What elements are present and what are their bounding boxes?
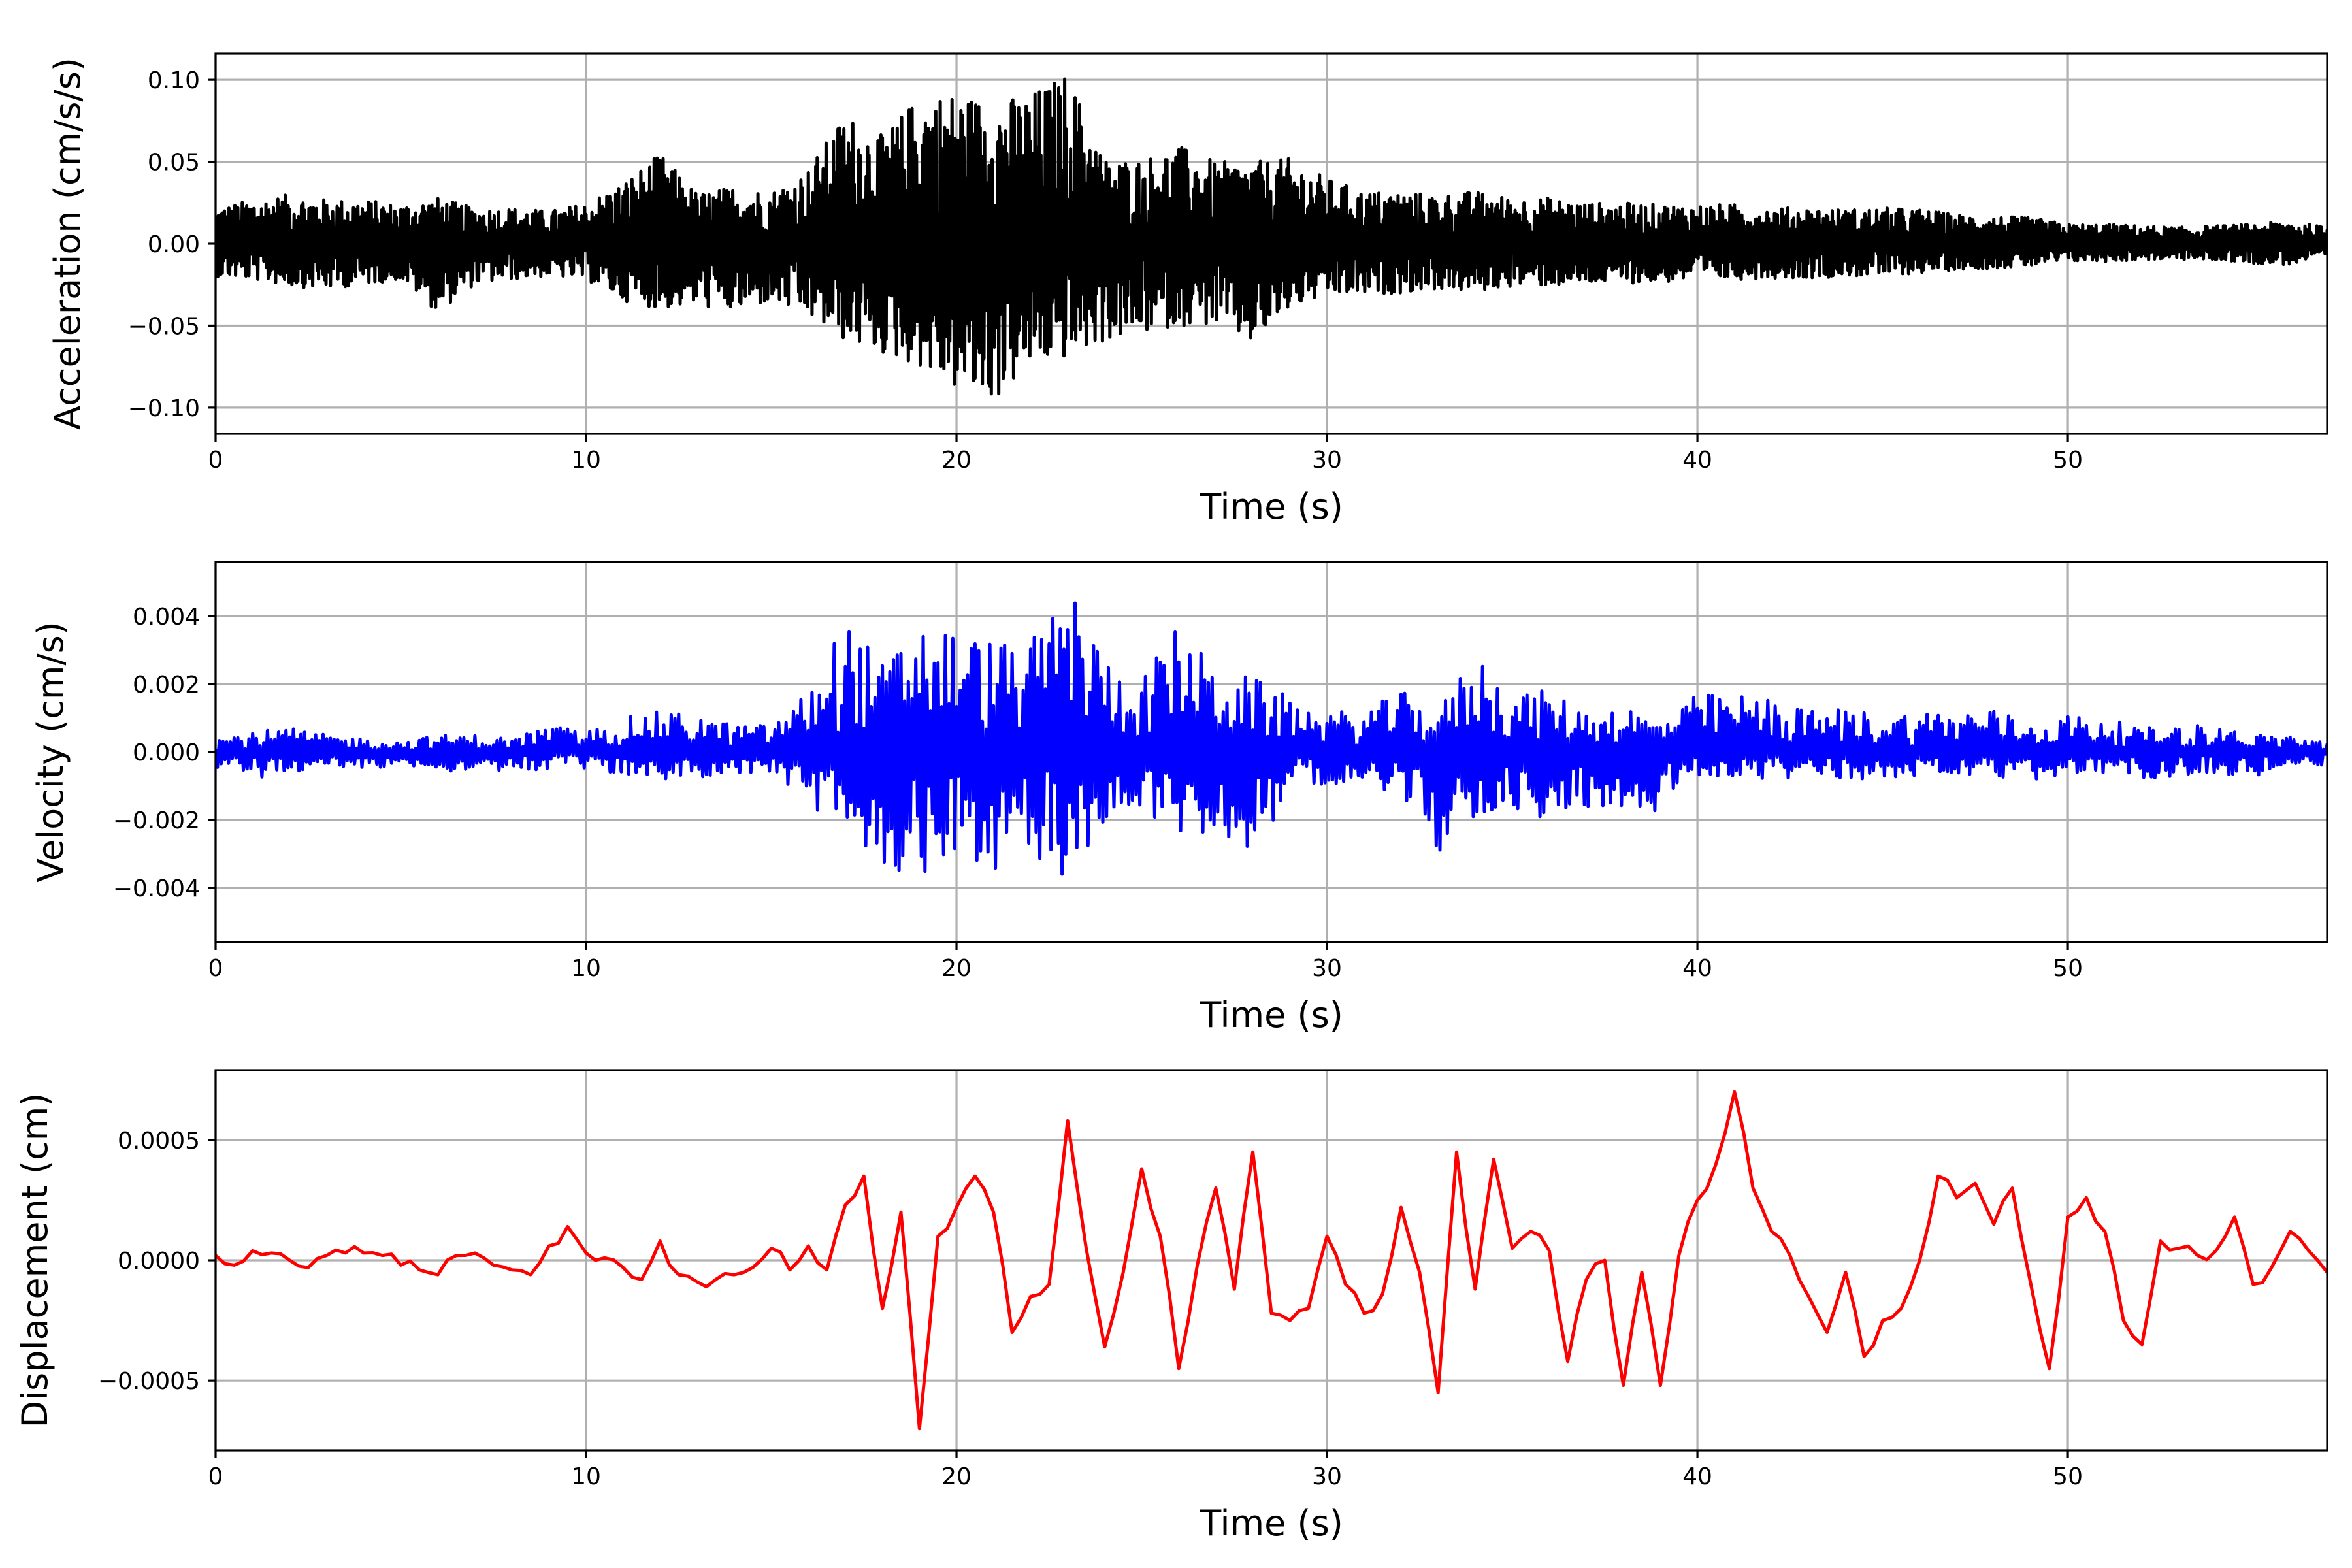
y-tick-label: −0.004 bbox=[113, 875, 200, 902]
y-tick-label: 0.0000 bbox=[118, 1248, 200, 1275]
y-tick-label: 0.00 bbox=[148, 231, 200, 258]
subplot-velocity: 0 10 20 30 40 50 −0.004 −0.002 0.000 0.002 0.004 Ti… bbox=[30, 561, 2328, 1036]
y-tick-label: 0.000 bbox=[133, 740, 200, 766]
x-tick-label: 0 bbox=[208, 447, 223, 474]
x-tick-label: 50 bbox=[2053, 955, 2083, 982]
x-axis-label: Time (s) bbox=[1199, 1503, 1343, 1544]
y-tick-label: 0.10 bbox=[148, 67, 200, 94]
y-tick-label: −0.0005 bbox=[98, 1368, 200, 1395]
y-axis-label: Velocity (cm/s) bbox=[30, 621, 71, 883]
x-tick-label: 50 bbox=[2053, 1463, 2083, 1490]
x-axis-label: Time (s) bbox=[1199, 994, 1343, 1036]
subplot-acceleration: 0 10 20 30 40 50 −0.10 −0.05 0.00 0.05 0.10 Time (s… bbox=[47, 52, 2328, 527]
x-tick-label: 20 bbox=[941, 955, 972, 982]
y-tick-label: 0.002 bbox=[133, 672, 200, 698]
x-tick-label: 40 bbox=[1682, 955, 1712, 982]
series-line-displacement bbox=[216, 1090, 2327, 1431]
x-tick-label: 20 bbox=[941, 1463, 972, 1490]
x-tick-label: 0 bbox=[208, 1463, 223, 1490]
subplot-displacement: 0 10 20 30 40 50 −0.0005 0.0000 0.0005 Time (s) Di… bbox=[14, 1069, 2328, 1544]
x-tick-label: 0 bbox=[208, 955, 223, 982]
x-tick-label: 30 bbox=[1312, 955, 1342, 982]
y-tick-label: 0.0005 bbox=[118, 1128, 200, 1154]
y-tick-label: −0.002 bbox=[113, 808, 200, 834]
y-tick-label: 0.05 bbox=[148, 150, 200, 176]
series-line-velocity bbox=[216, 601, 2327, 876]
x-tick-label: 50 bbox=[2053, 447, 2083, 474]
x-tick-label: 20 bbox=[941, 447, 972, 474]
x-tick-label: 10 bbox=[571, 1463, 601, 1490]
x-axis-label: Time (s) bbox=[1199, 486, 1343, 527]
series-line-acceleration bbox=[216, 77, 2327, 396]
subplots: 0 10 20 30 40 50 −0.10 −0.05 0.00 0.05 0.10 Time (s… bbox=[14, 52, 2328, 1544]
y-axis-label: Acceleration (cm/s/s) bbox=[47, 57, 88, 430]
y-tick-label: −0.10 bbox=[128, 395, 200, 422]
x-tick-label: 10 bbox=[571, 447, 601, 474]
y-axis-label: Displacement (cm) bbox=[14, 1093, 56, 1428]
x-tick-label: 30 bbox=[1312, 1463, 1342, 1490]
x-tick-label: 40 bbox=[1682, 1463, 1712, 1490]
y-tick-label: −0.05 bbox=[128, 313, 200, 340]
x-tick-label: 10 bbox=[571, 955, 601, 982]
y-tick-label: 0.004 bbox=[133, 604, 200, 630]
x-tick-label: 30 bbox=[1312, 447, 1342, 474]
x-tick-label: 40 bbox=[1682, 447, 1712, 474]
